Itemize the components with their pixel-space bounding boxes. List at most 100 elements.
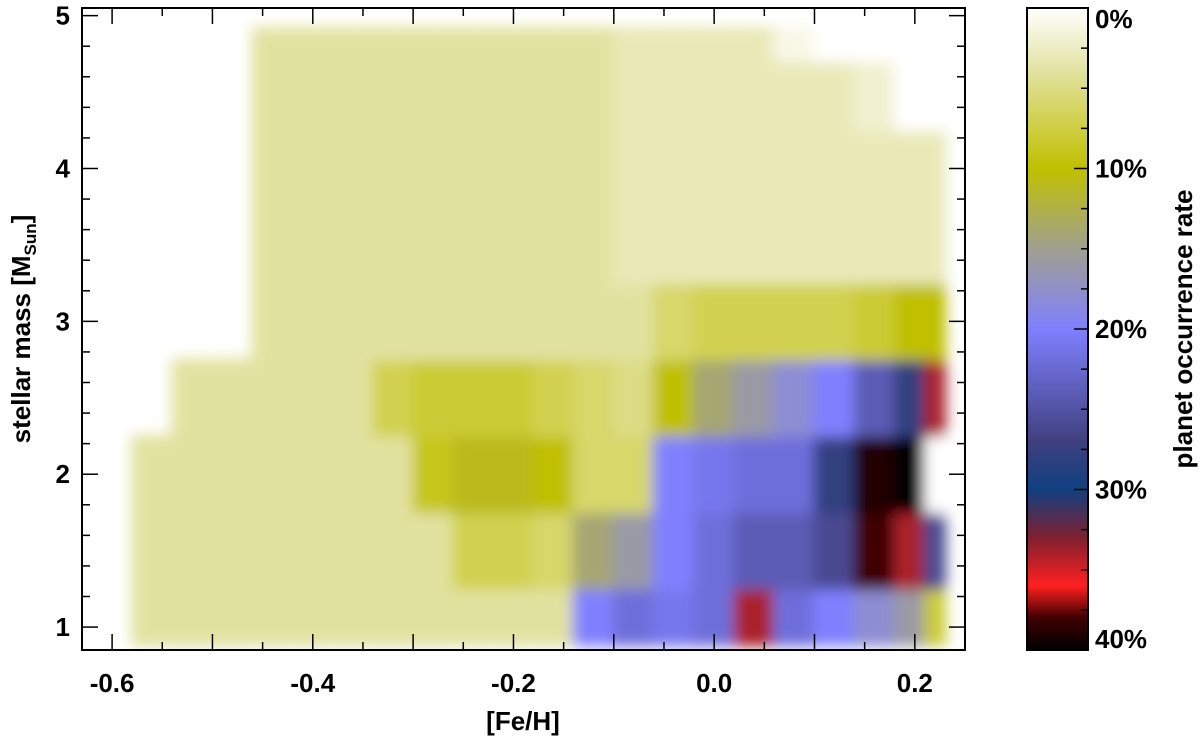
heatmap-cell bbox=[652, 60, 696, 132]
heatmap-cell bbox=[331, 129, 374, 208]
heatmap-cell bbox=[612, 282, 655, 361]
x-tick-label: 0.2 bbox=[897, 668, 933, 698]
y-tick-label: 3 bbox=[56, 306, 70, 336]
heatmap-cell bbox=[693, 129, 736, 208]
heatmap-cell bbox=[693, 435, 736, 514]
heatmap-cell bbox=[572, 511, 615, 590]
heatmap-cell bbox=[612, 587, 655, 647]
heatmap-cell bbox=[773, 435, 816, 514]
heatmap-cell bbox=[893, 358, 926, 437]
heatmap-cell bbox=[693, 511, 736, 590]
y-axis-ticks: 1 2 3 4 5 bbox=[56, 1, 965, 642]
heatmap-cell bbox=[853, 26, 896, 63]
heatmap-cell bbox=[251, 60, 294, 132]
heatmap-cell bbox=[291, 129, 334, 208]
y-tick-label: 1 bbox=[56, 612, 70, 642]
heatmap-cell bbox=[331, 26, 374, 63]
heatmap-cell bbox=[291, 435, 334, 514]
x-tick-label: -0.6 bbox=[90, 668, 135, 698]
heatmap-cell bbox=[532, 60, 575, 132]
heatmap-cell bbox=[532, 435, 575, 514]
heatmap-cell bbox=[291, 358, 334, 437]
heatmap-cell bbox=[923, 129, 946, 208]
heatmap-cell bbox=[452, 511, 495, 590]
heatmap-cell bbox=[612, 435, 655, 514]
heatmap-cell bbox=[412, 435, 455, 514]
heatmap-cell bbox=[492, 358, 535, 437]
heatmap-cell bbox=[452, 60, 495, 132]
x-axis-ticks: -0.6 -0.4 -0.2 0.0 0.2 bbox=[90, 8, 933, 698]
heatmap-cell bbox=[412, 60, 455, 132]
heatmap-cell bbox=[773, 511, 816, 590]
x-tick-label: -0.2 bbox=[491, 668, 536, 698]
heatmap-cell bbox=[733, 511, 776, 590]
heatmap-cell bbox=[532, 129, 575, 208]
heatmap-cell bbox=[251, 26, 294, 63]
heatmap-cell bbox=[923, 511, 946, 590]
heatmap-cell bbox=[612, 60, 655, 132]
heatmap-cell bbox=[331, 60, 374, 132]
heatmap-cell bbox=[652, 129, 696, 208]
heatmap-cell bbox=[211, 358, 254, 437]
heatmap-cell bbox=[813, 205, 856, 285]
plot-frame bbox=[81, 7, 966, 651]
heatmap-cell bbox=[171, 435, 214, 514]
x-tick-label: -0.4 bbox=[290, 668, 335, 698]
heatmap-cell bbox=[693, 282, 736, 361]
heatmap-cell bbox=[893, 129, 926, 208]
heatmap-cell bbox=[733, 282, 776, 361]
heatmap-cell bbox=[572, 282, 615, 361]
heatmap-cell bbox=[251, 205, 294, 285]
heatmap-cell bbox=[251, 358, 294, 437]
heatmap-cell bbox=[733, 205, 776, 285]
heatmap-cell bbox=[532, 587, 575, 647]
heatmap-cell bbox=[853, 282, 896, 361]
heatmap-cell bbox=[291, 60, 334, 132]
heatmap-cell bbox=[371, 358, 415, 437]
heatmap-cell bbox=[572, 358, 615, 437]
heatmap-cell bbox=[773, 205, 816, 285]
heatmap-cell bbox=[251, 511, 294, 590]
heatmap-cell bbox=[923, 205, 946, 285]
colorbar: 0% 10% 20% 30% 40% planet occurrence rate bbox=[1026, 4, 1198, 654]
heatmap-cell bbox=[452, 282, 495, 361]
x-axis-label: [Fe/H] bbox=[486, 706, 560, 736]
heatmap-cell bbox=[733, 435, 776, 514]
heatmap-cell bbox=[131, 511, 174, 590]
heatmap-cell bbox=[291, 205, 334, 285]
heatmap-cell bbox=[652, 358, 696, 437]
heatmap-cell bbox=[371, 129, 415, 208]
heatmap-cell bbox=[412, 282, 455, 361]
heatmap-cell bbox=[171, 511, 214, 590]
heatmap-cell bbox=[572, 205, 615, 285]
heatmap-cell bbox=[211, 511, 254, 590]
colorbar-tick-label: 0% bbox=[1095, 4, 1133, 34]
heatmap-cell bbox=[412, 511, 455, 590]
heatmap-cell bbox=[773, 129, 816, 208]
heatmap-cell bbox=[492, 26, 535, 63]
y-tick-label: 4 bbox=[56, 154, 71, 184]
heatmap-cell bbox=[813, 60, 856, 132]
heatmap-cell bbox=[693, 205, 736, 285]
heatmap-cell bbox=[733, 587, 776, 647]
heatmap-cell bbox=[612, 358, 655, 437]
heatmap-cell bbox=[251, 282, 294, 361]
heatmap-cell bbox=[331, 205, 374, 285]
heatmap-cell bbox=[652, 435, 696, 514]
heatmap-cell bbox=[291, 26, 334, 63]
heatmap-cell bbox=[331, 358, 374, 437]
heatmap-cell bbox=[773, 282, 816, 361]
heatmap-cell bbox=[291, 282, 334, 361]
heatmap-cell bbox=[251, 435, 294, 514]
heatmap-cell bbox=[923, 282, 946, 361]
heatmap-cell bbox=[371, 282, 415, 361]
heatmap-cell bbox=[452, 129, 495, 208]
heatmap-cell bbox=[492, 205, 535, 285]
heatmap-cell bbox=[371, 511, 415, 590]
heatmap-cell bbox=[853, 435, 896, 514]
heatmap-cell bbox=[813, 282, 856, 361]
colorbar-label: planet occurrence rate bbox=[1168, 190, 1198, 469]
heatmap-cell bbox=[813, 587, 856, 647]
heatmap-cell bbox=[612, 205, 655, 285]
heatmap-cell bbox=[853, 358, 896, 437]
